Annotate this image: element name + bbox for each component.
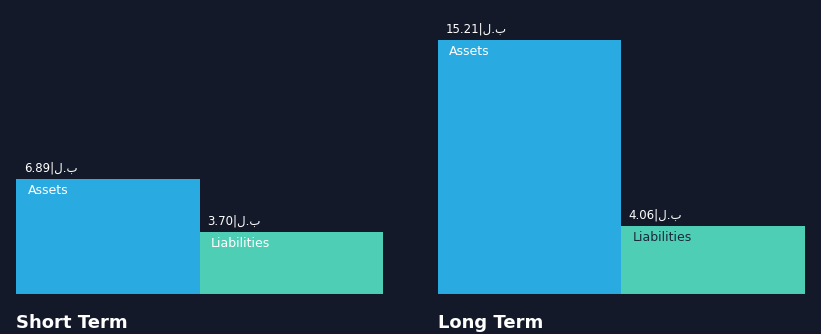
- Text: Assets: Assets: [449, 45, 489, 58]
- Bar: [621, 226, 805, 294]
- Text: Liabilities: Liabilities: [632, 231, 691, 244]
- Bar: [438, 40, 621, 294]
- Bar: [200, 232, 383, 294]
- Text: 4.06|ل.ب: 4.06|ل.ب: [629, 209, 682, 222]
- Text: Assets: Assets: [27, 184, 68, 197]
- Text: Liabilities: Liabilities: [211, 237, 270, 250]
- Text: 6.89|ل.ب: 6.89|ل.ب: [24, 162, 77, 175]
- Text: Long Term: Long Term: [438, 314, 544, 332]
- Bar: [16, 179, 200, 294]
- Text: 15.21|ل.ب: 15.21|ل.ب: [445, 23, 507, 36]
- Text: Short Term: Short Term: [16, 314, 128, 332]
- Text: 3.70|ل.ب: 3.70|ل.ب: [207, 215, 260, 228]
